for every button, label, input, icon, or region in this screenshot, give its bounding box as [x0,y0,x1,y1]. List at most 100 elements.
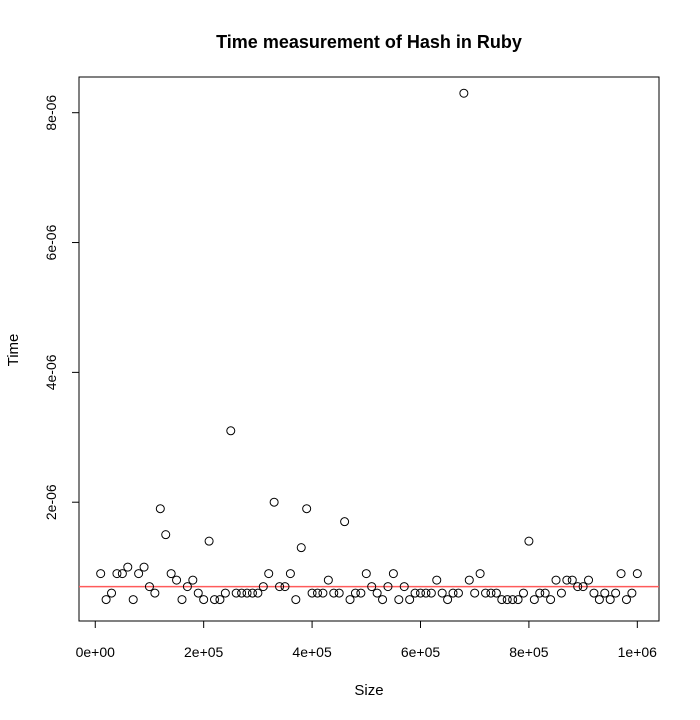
data-point [144,582,154,592]
y-axis: 2e-06 4e-06 6e-06 8e-06 [43,95,79,520]
data-point [594,595,604,605]
data-point [210,595,220,605]
data-point [621,595,631,605]
data-point [562,575,572,585]
data-point [350,588,360,598]
data-point [161,530,171,540]
plot-frame [78,76,660,622]
data-point [302,504,312,514]
data-point [464,575,474,585]
data-point [345,595,355,605]
data-point [546,595,556,605]
data-point [155,504,165,514]
data-point [611,588,621,598]
data-point [567,575,577,585]
data-point [486,588,496,598]
data-point [220,588,230,598]
data-point [193,588,203,598]
data-point [540,588,550,598]
data-point [600,588,610,598]
data-point [529,595,539,605]
data-point [508,595,518,605]
data-point [551,575,561,585]
data-point [313,588,323,598]
data-points [96,88,642,605]
data-point [280,582,290,592]
data-point [177,595,187,605]
data-point [247,588,257,598]
x-tick-label: 0e+00 [76,644,116,660]
data-point [394,595,404,605]
data-point [432,575,442,585]
y-tick-label: 8e-06 [43,95,59,131]
data-point [388,569,398,579]
data-point [470,588,480,598]
x-axis: 0e+00 2e+05 4e+05 6e+05 8e+05 1e+06 [76,621,658,660]
data-point [378,595,388,605]
data-point [459,88,469,98]
data-point [578,582,588,592]
data-point [188,575,198,585]
y-tick-label: 4e-06 [43,354,59,390]
data-point [107,588,117,598]
y-axis-label: Time [5,334,22,367]
data-point [475,569,485,579]
data-point [448,588,458,598]
data-point [253,588,263,598]
data-point [296,543,306,553]
data-point [356,588,366,598]
data-point [437,588,447,598]
data-point [269,497,279,507]
data-point [518,588,528,598]
data-point [96,569,106,579]
data-point [291,595,301,605]
data-point [215,595,225,605]
y-tick-label: 6e-06 [43,224,59,260]
x-tick-label: 8e+05 [509,644,549,660]
data-point [172,575,182,585]
data-point [426,588,436,598]
data-point [226,426,236,436]
data-point [117,569,127,579]
data-point [204,536,214,546]
data-point [410,588,420,598]
data-point [584,575,594,585]
data-point [605,595,615,605]
data-point [481,588,491,598]
x-axis-label: Size [354,682,383,699]
data-point [616,569,626,579]
data-point [502,595,512,605]
data-point [405,595,415,605]
data-point [231,588,241,598]
data-point [421,588,431,598]
data-point [150,588,160,598]
data-point [285,569,295,579]
x-tick-label: 6e+05 [401,644,441,660]
data-point [399,582,409,592]
data-point [372,588,382,598]
data-point [415,588,425,598]
data-point [513,595,523,605]
data-point [123,562,133,572]
data-point [318,588,328,598]
data-point [627,588,637,598]
x-tick-label: 1e+06 [618,644,658,660]
data-point [443,595,453,605]
data-point [199,595,209,605]
data-point [182,582,192,592]
chart-title: Time measurement of Hash in Ruby [216,32,522,52]
data-point [307,588,317,598]
data-point [134,569,144,579]
data-point [632,569,642,579]
data-point [556,588,566,598]
data-point [383,582,393,592]
data-point [166,569,176,579]
data-point [128,595,138,605]
data-point [237,588,247,598]
data-point [101,595,111,605]
data-point [242,588,252,598]
data-point [453,588,463,598]
x-tick-label: 4e+05 [292,644,332,660]
data-point [139,562,149,572]
data-point [524,536,534,546]
